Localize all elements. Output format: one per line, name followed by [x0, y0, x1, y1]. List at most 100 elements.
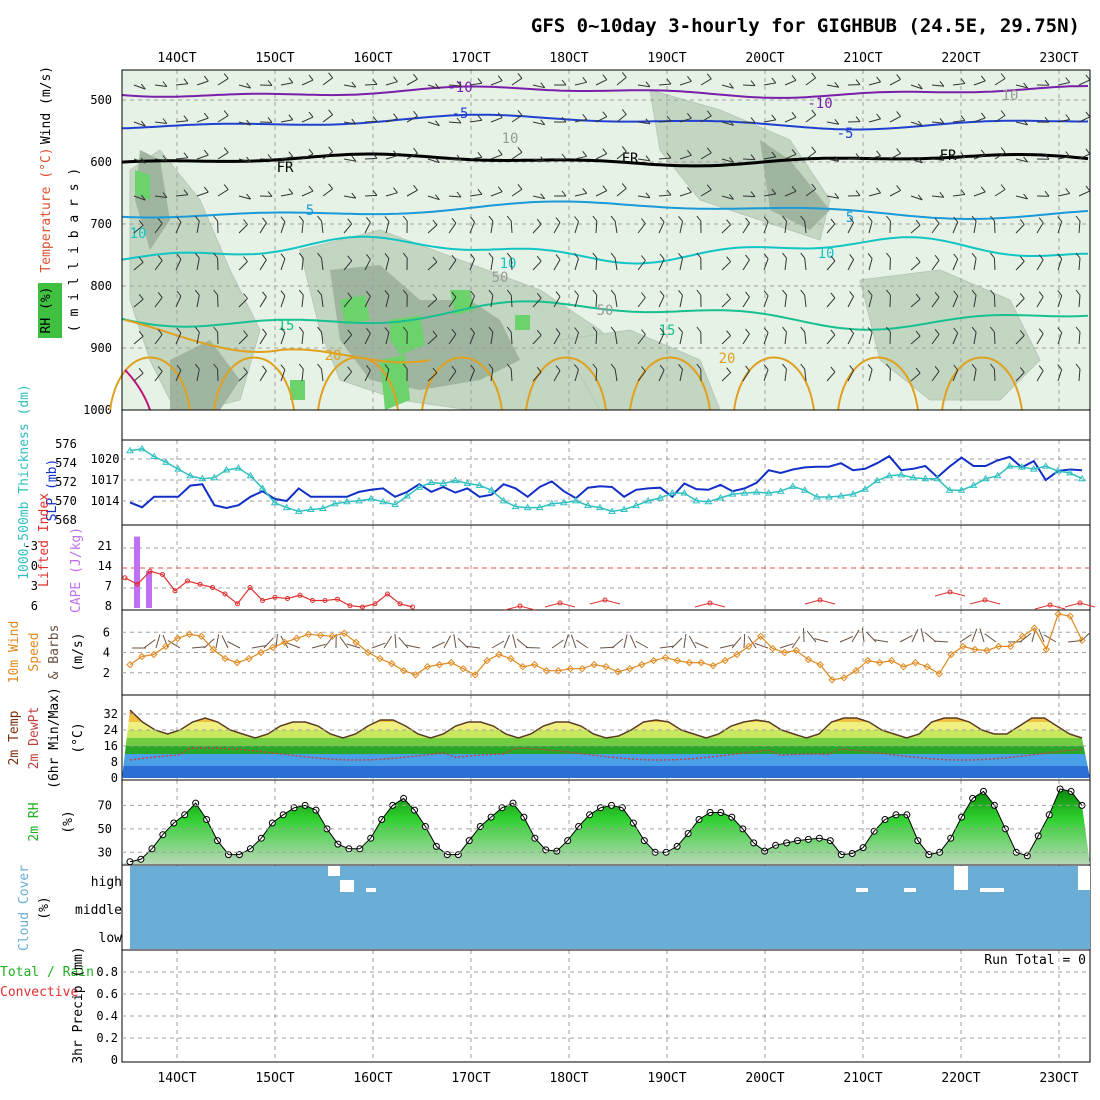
wind-barb — [1057, 82, 1070, 86]
wind-barb-flag — [849, 291, 854, 297]
wind-barb-flag — [262, 365, 267, 372]
rh-shade-bright — [290, 380, 305, 400]
wind-barb — [154, 260, 163, 271]
temp-band — [122, 754, 1090, 766]
wind-barb — [510, 220, 513, 234]
precip-tick: 0.8 — [96, 965, 118, 979]
wind10m-barb — [383, 636, 393, 649]
rh2m-tick: 70 — [98, 798, 112, 812]
wind-barb-flag — [157, 366, 163, 372]
wind-barb — [511, 151, 523, 160]
wind-barb — [763, 369, 769, 382]
wind-barb-flag — [243, 293, 248, 299]
run-total: Run Total = 0 — [984, 953, 1086, 968]
wind-barb — [910, 335, 921, 345]
wind-barb — [469, 369, 475, 382]
wind-barb-flag — [1000, 147, 1006, 153]
wind-barb — [406, 115, 418, 123]
wind-barb-flag — [934, 217, 940, 224]
thickness-marker — [1041, 462, 1050, 469]
wind10m-marker — [495, 650, 503, 659]
lifted-index-tick: -3 — [24, 539, 38, 553]
wind-barb-flag — [592, 215, 598, 222]
wind-barb — [721, 224, 731, 234]
wind10m-marker — [590, 660, 598, 669]
wind-barb-flag — [1085, 74, 1091, 81]
wind-barb-flag — [960, 189, 966, 195]
wind-barb — [1015, 84, 1028, 89]
wind-barb — [973, 369, 977, 382]
wind-barb-flag — [666, 152, 672, 159]
wind-barb — [259, 333, 267, 345]
wind-barb-flag — [497, 75, 503, 82]
wind-barb-flag — [771, 77, 777, 84]
wind-barb — [427, 372, 438, 382]
wind-barb — [196, 295, 200, 308]
wind-barb-flag — [745, 291, 750, 298]
wind-barb-flag — [763, 364, 769, 371]
wind-barb — [952, 157, 965, 160]
wind-barb — [532, 334, 542, 345]
contour-label: 10 — [1002, 88, 1019, 104]
isotherm-freezing — [121, 152, 1089, 168]
wind-barb — [280, 193, 293, 197]
precip-tick: 0.2 — [96, 1031, 118, 1045]
cloud-level-label: high — [91, 875, 122, 890]
wind-barb-flag — [687, 149, 692, 156]
wind-barb — [616, 188, 627, 197]
wind-barb — [448, 222, 457, 234]
wind-barb — [931, 195, 944, 198]
wind-barb-flag — [288, 77, 294, 84]
wind-barb-flag — [896, 148, 901, 154]
wind-barb-flag — [726, 293, 731, 300]
wind-barb-flag — [298, 215, 304, 222]
wind10m-marker — [661, 653, 670, 662]
temp-band — [122, 698, 1090, 706]
wind-barb — [364, 157, 378, 160]
wind-barb — [217, 189, 229, 197]
wind-barb-flag — [288, 114, 294, 121]
wind-barb — [679, 369, 683, 382]
wind-barb — [490, 258, 494, 271]
wind-barb-flag — [574, 290, 579, 296]
contour-label: 10 — [130, 226, 147, 242]
wind-barb-flag — [506, 363, 512, 370]
wind-barb-flag — [351, 155, 357, 162]
wind-barb — [679, 80, 692, 86]
wind-barb — [364, 194, 378, 197]
wind10m-marker — [447, 658, 456, 667]
isotherm-20 — [213, 356, 295, 411]
wind-barb-flag — [867, 290, 873, 296]
wind-barb-flag — [641, 366, 646, 372]
wind-barb-flag — [456, 154, 462, 161]
wind-barb — [553, 259, 561, 271]
wind-barb — [952, 332, 959, 345]
wind-barb-flag — [1065, 77, 1071, 83]
wind-barb-flag — [366, 290, 371, 297]
wind10m-barb — [251, 645, 266, 649]
wind-barb — [826, 84, 839, 88]
wind-barb-flag — [366, 327, 371, 334]
wind-barb — [826, 158, 839, 162]
wind-barb — [658, 295, 665, 308]
temp-band — [122, 766, 1090, 778]
wind-barb-flag — [678, 289, 683, 296]
wind-barb — [406, 152, 418, 160]
wind-barb — [532, 195, 545, 200]
wind-barb-flag — [366, 216, 371, 223]
wind-barb — [595, 257, 598, 271]
wind-barb — [637, 260, 646, 271]
wind-barb-flag — [308, 111, 314, 118]
rh-shade-bright — [380, 355, 410, 410]
wind-barb — [614, 332, 618, 345]
wind-barb — [1015, 121, 1028, 126]
wind-barb — [259, 370, 267, 382]
wind-barb — [993, 368, 996, 382]
wind-barb-flag — [194, 363, 200, 370]
wind-barb-flag — [243, 219, 248, 225]
wind-barb — [742, 121, 756, 124]
wind10m-barb — [719, 644, 734, 649]
cloud-gap — [980, 888, 1004, 892]
wind-barb-flag — [791, 74, 797, 81]
wind10m-barb — [925, 632, 937, 643]
